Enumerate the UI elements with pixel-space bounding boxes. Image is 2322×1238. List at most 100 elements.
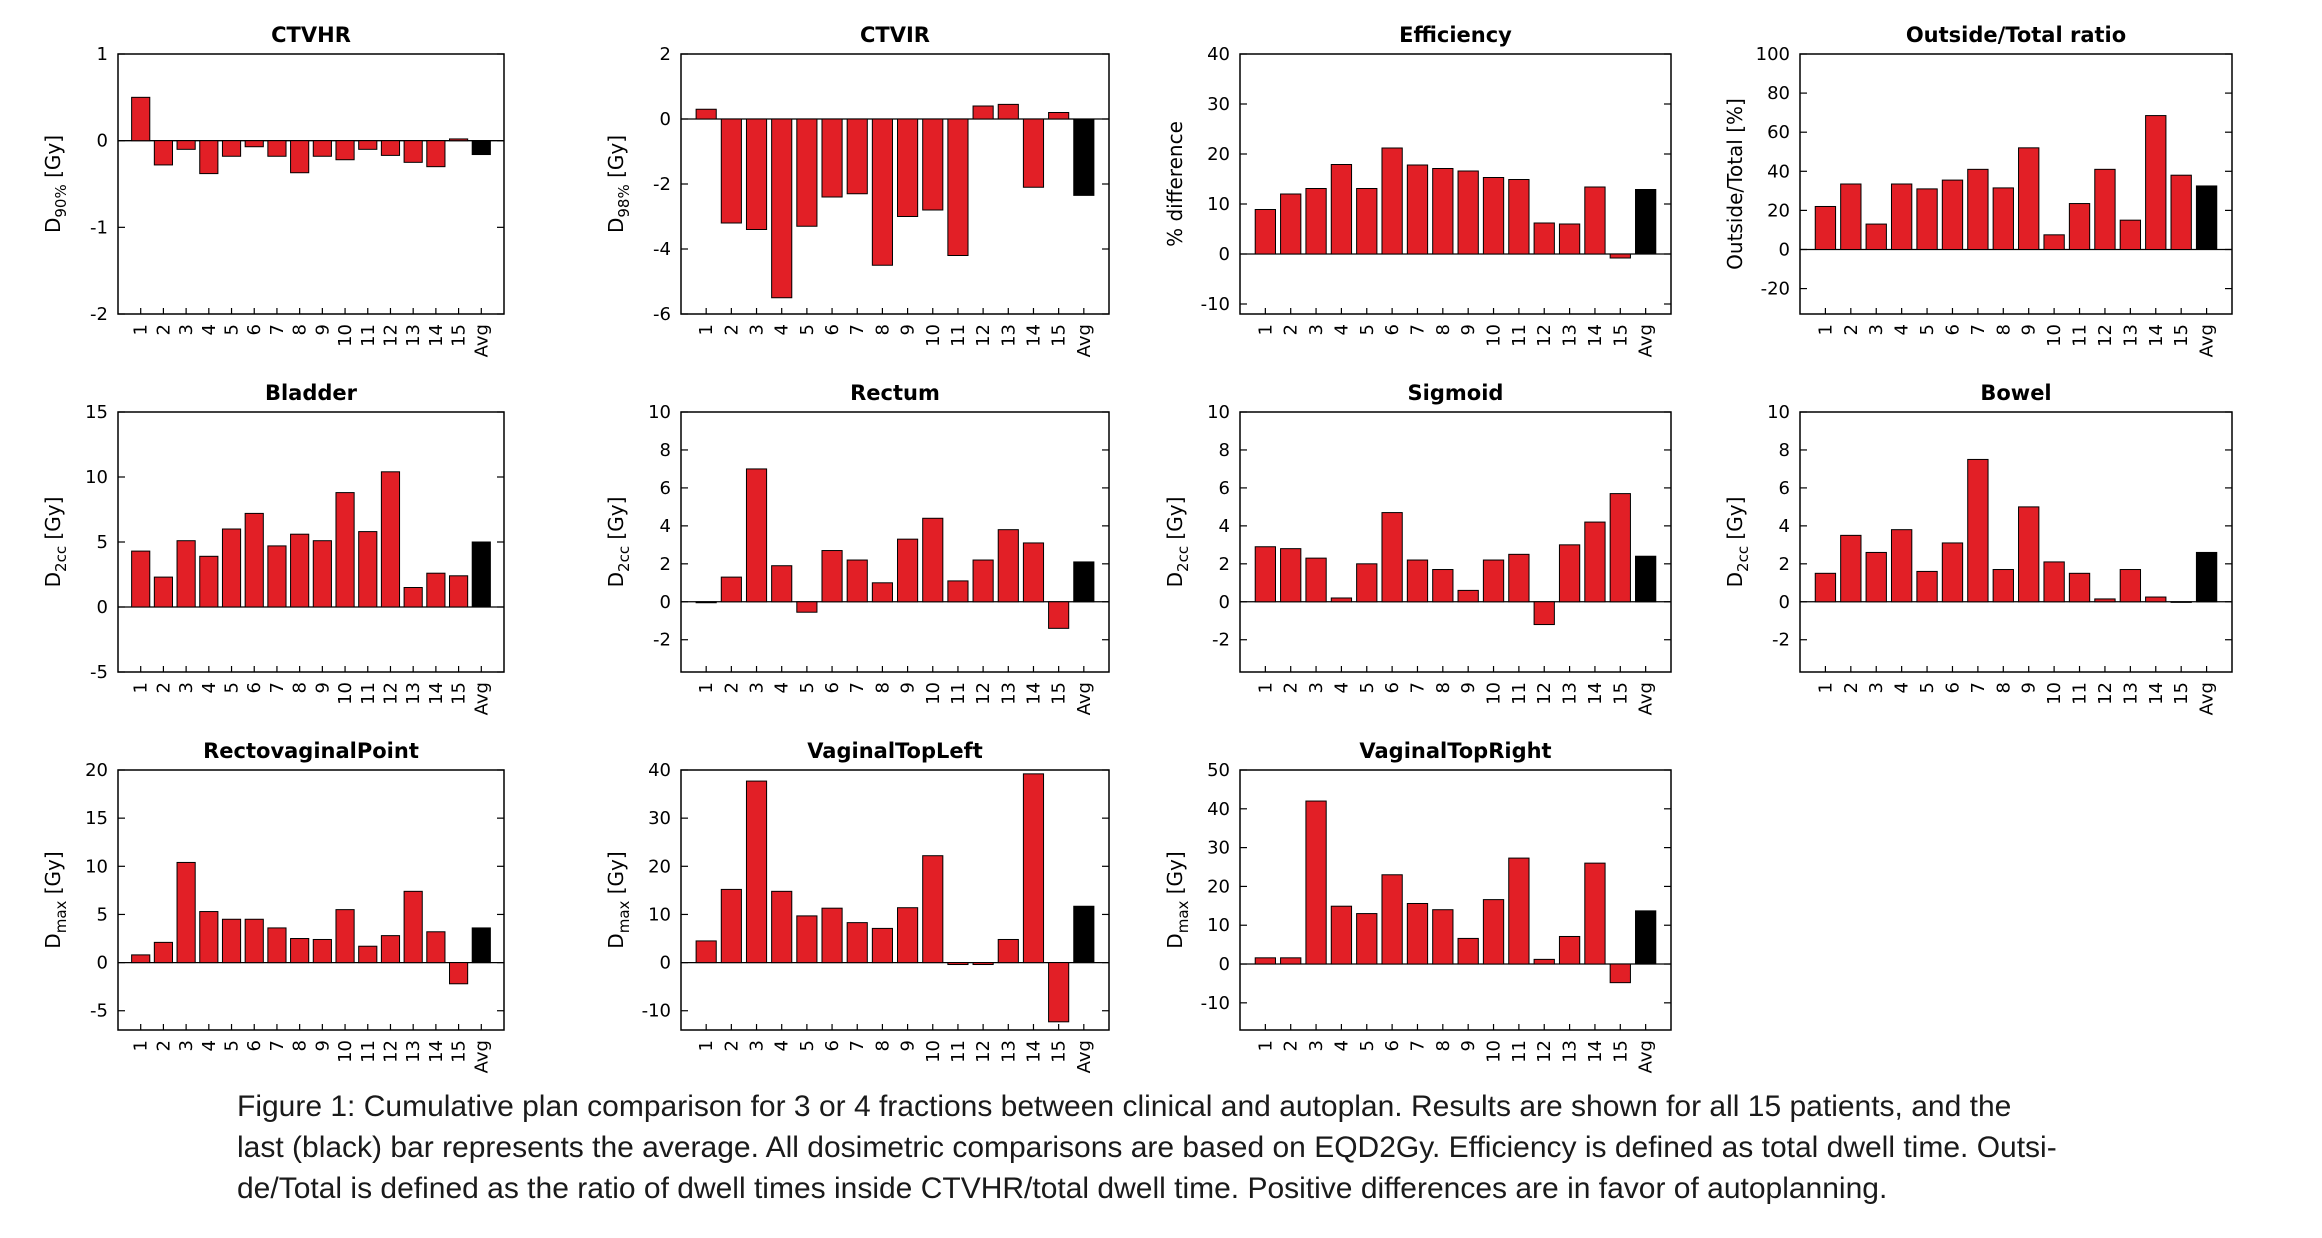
caption-line-1: Figure 1: Cumulative plan comparison for…: [237, 1090, 2012, 1123]
bar: [1865, 223, 1887, 250]
x-tick-label: 6: [1942, 682, 1963, 693]
x-tick-label: 10: [923, 324, 944, 347]
x-tick-label: 11: [2070, 324, 2091, 347]
x-tick-label: 9: [898, 324, 919, 335]
bar: [1482, 177, 1505, 255]
x-tick-label: 4: [1331, 1040, 1352, 1051]
chart-title: VaginalTopLeft: [807, 739, 983, 763]
bar: [2018, 506, 2040, 603]
bar: [1609, 963, 1631, 984]
bar: [449, 138, 469, 142]
x-tick-label: 14: [1585, 682, 1606, 705]
y-tick-label: 40: [1207, 799, 1230, 820]
x-tick-label: 3: [1306, 1040, 1327, 1051]
bar: [1432, 909, 1454, 965]
y-tick-label: 0: [1219, 592, 1230, 613]
bar: [2119, 219, 2142, 250]
bar: [1381, 874, 1403, 965]
x-tick-label: Avg: [1074, 682, 1095, 715]
axes-box: [680, 411, 1110, 673]
x-tick-label: 10: [2044, 324, 2065, 347]
bar: [176, 861, 196, 964]
bar: [771, 118, 793, 299]
bar: [947, 962, 969, 966]
bar: [1330, 905, 1353, 965]
bar: [2043, 234, 2065, 250]
y-axis-label: Dmax [Gy]: [604, 851, 633, 948]
x-tick-label: 10: [1484, 1040, 1505, 1063]
x-tick-label: 1: [696, 324, 717, 335]
x-tick-label: 1: [696, 1040, 717, 1051]
y-tick-label: 10: [1767, 402, 1790, 423]
x-tick-label: 10: [335, 682, 356, 705]
y-tick-label: 60: [1767, 122, 1790, 143]
y-tick-label: 8: [1219, 440, 1230, 461]
bar: [2068, 572, 2091, 603]
bar: [244, 918, 264, 964]
bar: [290, 938, 310, 964]
chart-title: Rectum: [850, 381, 940, 405]
y-tick-label: 10: [648, 402, 671, 423]
y-axis-label: D2cc [Gy]: [1723, 497, 1752, 588]
x-tick-label: 2: [1281, 1040, 1302, 1051]
y-tick-label: 0: [1219, 954, 1230, 975]
bar: [1305, 188, 1327, 255]
x-tick-label: 14: [1023, 1040, 1044, 1063]
axes-box: [1239, 769, 1672, 1031]
x-tick-label: 14: [426, 1040, 447, 1063]
bar: [947, 118, 969, 256]
bar: [1406, 164, 1429, 255]
bar: [199, 555, 219, 608]
y-tick-label: 20: [85, 760, 108, 781]
y-tick-label: 6: [660, 478, 671, 499]
chart-title: CTVIR: [860, 23, 930, 47]
bar: [380, 140, 401, 156]
bar: [1048, 962, 1070, 1023]
x-tick-label: 8: [1993, 682, 2014, 693]
x-tick-label: 3: [1306, 682, 1327, 693]
bar: [1457, 937, 1479, 965]
bar: [1584, 862, 1606, 965]
y-tick-label: 8: [1779, 440, 1790, 461]
x-tick-label: 6: [1382, 324, 1403, 335]
chart-title: Bowel: [1980, 381, 2051, 405]
x-tick-label: 8: [290, 324, 311, 335]
bar: [796, 601, 818, 613]
x-tick-label: 13: [2120, 682, 2141, 705]
x-tick-label: 15: [1610, 682, 1631, 705]
x-tick-label: 15: [1610, 1040, 1631, 1063]
x-tick-label: 5: [222, 682, 243, 693]
x-tick-label: 12: [973, 1040, 994, 1063]
x-tick-label: 1: [1255, 682, 1276, 693]
y-tick-label: -2: [1772, 630, 1790, 651]
bar: [1482, 559, 1505, 603]
bar: [1916, 188, 1938, 250]
bar: [2094, 168, 2116, 250]
x-tick-label: 14: [1585, 1040, 1606, 1063]
x-tick-label: 15: [449, 682, 470, 705]
x-tick-label: 1: [131, 324, 152, 335]
bar: [972, 559, 994, 603]
x-tick-label: 3: [176, 682, 197, 693]
x-tick-label: 7: [1407, 1040, 1428, 1051]
bar: [131, 96, 151, 142]
x-tick-label: 13: [403, 1040, 424, 1063]
y-axis-label: Outside/Total [%]: [1723, 98, 1747, 270]
bar: [176, 540, 196, 608]
bar: [846, 118, 868, 195]
x-tick-label: 2: [721, 324, 742, 335]
chart-title: Sigmoid: [1408, 381, 1504, 405]
bar: [1609, 253, 1631, 259]
bar: [267, 140, 287, 157]
y-tick-label: 15: [85, 808, 108, 829]
y-tick-label: -20: [1761, 279, 1790, 300]
x-tick-label: 5: [1917, 682, 1938, 693]
x-tick-label: 6: [1942, 324, 1963, 335]
bar: [1022, 773, 1045, 964]
axes-box: [117, 411, 505, 673]
y-tick-label: 4: [1219, 516, 1230, 537]
bar: [131, 954, 151, 964]
x-tick-label: 9: [1458, 682, 1479, 693]
x-tick-label: 11: [358, 682, 379, 705]
